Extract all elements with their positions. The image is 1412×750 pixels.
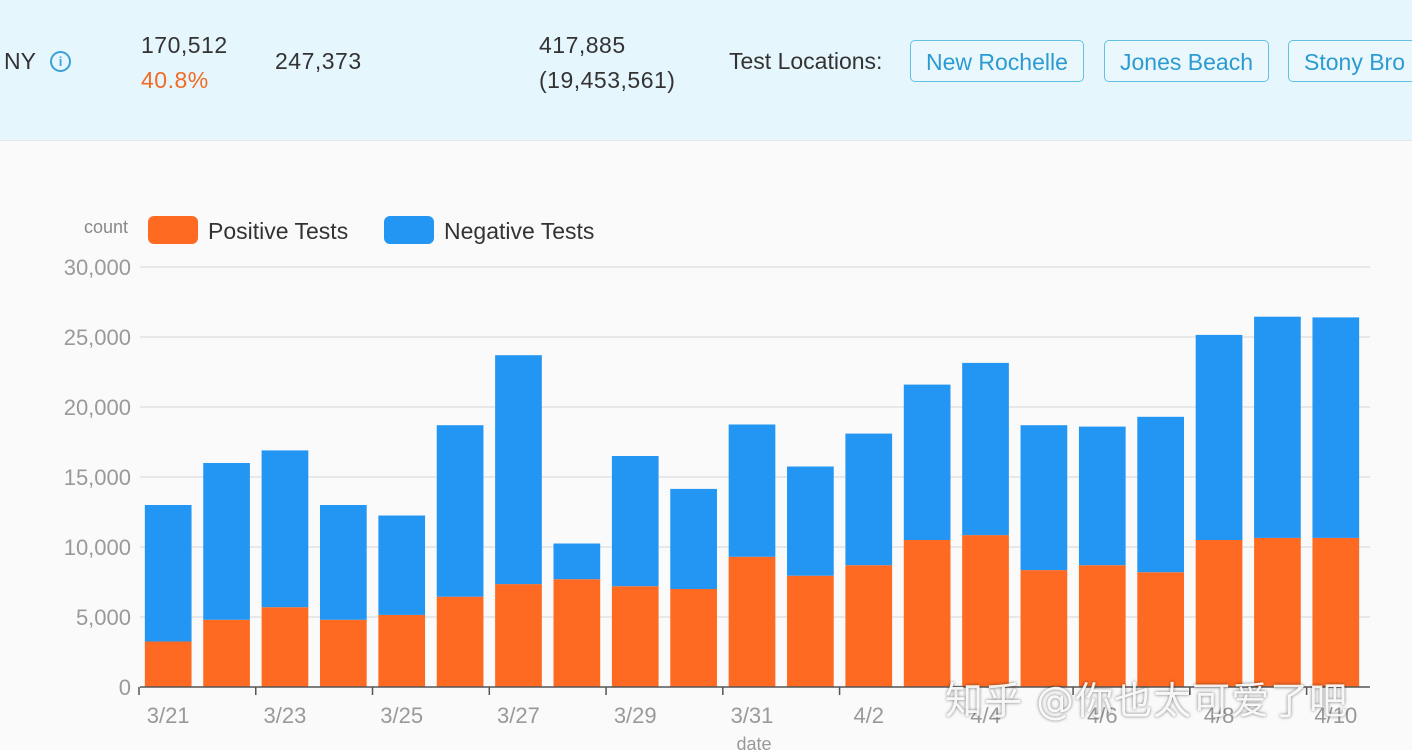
bar-positive — [728, 556, 776, 687]
bar-positive — [903, 540, 951, 687]
bar-negative — [495, 355, 542, 585]
location-button-stony-brook[interactable]: Stony Bro — [1288, 40, 1412, 82]
bar-positive — [495, 584, 542, 687]
stacked-bar-chart: count Positive Tests Negative Tests 0 5,0… — [64, 216, 1370, 750]
legend-positive[interactable]: Positive Tests — [148, 216, 348, 244]
bar-positive — [1312, 537, 1360, 687]
bar-negative — [611, 456, 659, 587]
bar-positive — [845, 565, 893, 687]
bar-positive — [1254, 537, 1301, 687]
bar-negative — [787, 466, 834, 576]
negative-total: 247,373 — [275, 48, 362, 74]
bar-negative — [728, 424, 776, 557]
bar-negative — [1078, 426, 1126, 566]
bar-positive — [553, 579, 601, 687]
bar-positive — [787, 575, 834, 687]
x-tick-label: 4/4 — [970, 703, 1001, 728]
bar-negative — [670, 488, 717, 589]
tests-total: 417,885 — [539, 32, 626, 58]
bar-positive — [144, 641, 192, 687]
x-tick-label: 4/6 — [1087, 703, 1118, 728]
bar-negative — [845, 433, 893, 566]
y-tick-label: 20,000 — [64, 395, 131, 420]
bar-negative — [1312, 317, 1360, 538]
y-tick-label: 25,000 — [64, 325, 131, 350]
y-tick-label: 10,000 — [64, 535, 131, 560]
bar-negative — [962, 362, 1009, 536]
bar-positive — [436, 596, 484, 687]
region-label: NY — [4, 48, 36, 74]
bar-negative — [319, 505, 367, 620]
summary-bar: NY i 170,512 40.8% 247,373 417,885 (19,4… — [0, 0, 1412, 141]
x-tick-label: 3/21 — [147, 703, 190, 728]
bar-positive — [1137, 572, 1185, 687]
legend-positive-label: Positive Tests — [208, 218, 348, 244]
y-tick-label: 30,000 — [64, 255, 131, 280]
legend-negative[interactable]: Negative Tests — [384, 216, 594, 244]
y-axis-label: count — [84, 217, 128, 237]
bar-positive — [670, 589, 717, 687]
bar-negative — [1195, 334, 1243, 540]
bar-positive — [962, 535, 1009, 687]
population: (19,453,561) — [539, 67, 676, 93]
bar-negative — [1137, 416, 1185, 573]
test-locations-label: Test Locations: — [729, 48, 883, 74]
bar-negative — [436, 425, 484, 597]
bar-negative — [1254, 316, 1301, 538]
x-tick-label: 3/23 — [264, 703, 307, 728]
bar-positive — [319, 619, 367, 687]
bar-positive — [261, 607, 309, 687]
bar-positive — [378, 614, 426, 687]
info-icon[interactable]: i — [50, 51, 71, 72]
x-tick-label: 4/2 — [853, 703, 884, 728]
x-tick-label: 4/10 — [1314, 703, 1357, 728]
positive-percentage: 40.8% — [141, 67, 209, 93]
bar-negative — [378, 515, 426, 615]
y-axis: 0 5,000 10,000 15,000 20,000 25,000 30,000 — [64, 255, 131, 700]
bar-negative — [144, 505, 192, 642]
y-tick-label: 0 — [119, 675, 131, 700]
bar-positive — [203, 619, 250, 687]
bar-positive — [1078, 565, 1126, 687]
bar-negative — [1020, 425, 1068, 571]
bar-negative — [261, 450, 309, 608]
bar-positive — [1195, 540, 1243, 687]
x-axis: 3/21 3/23 3/25 3/27 3/29 3/31 4/2 4/4 4/6 4/8 4/10 — [138, 686, 1370, 728]
location-button-new-rochelle[interactable]: New Rochelle — [910, 40, 1084, 82]
legend-negative-swatch — [384, 216, 434, 244]
watermark: 知乎 @你也太可爱了吧 — [945, 679, 1349, 723]
x-tick-label: 3/29 — [614, 703, 657, 728]
x-tick-label: 3/31 — [731, 703, 774, 728]
x-tick-label: 4/8 — [1204, 703, 1235, 728]
legend-negative-label: Negative Tests — [444, 218, 594, 244]
bars — [144, 316, 1360, 687]
y-tick-label: 5,000 — [76, 605, 131, 630]
bar-positive — [611, 586, 659, 687]
location-button-jones-beach[interactable]: Jones Beach — [1104, 40, 1269, 82]
x-axis-label: date — [736, 734, 771, 750]
bar-negative — [203, 463, 250, 620]
legend-positive-swatch — [148, 216, 198, 244]
positive-total: 170,512 — [141, 32, 228, 58]
x-tick-label: 3/27 — [497, 703, 540, 728]
x-tick-label: 3/25 — [380, 703, 423, 728]
bar-negative — [903, 384, 951, 540]
bar-positive — [1020, 570, 1068, 687]
y-tick-label: 15,000 — [64, 465, 131, 490]
bar-negative — [553, 543, 601, 580]
